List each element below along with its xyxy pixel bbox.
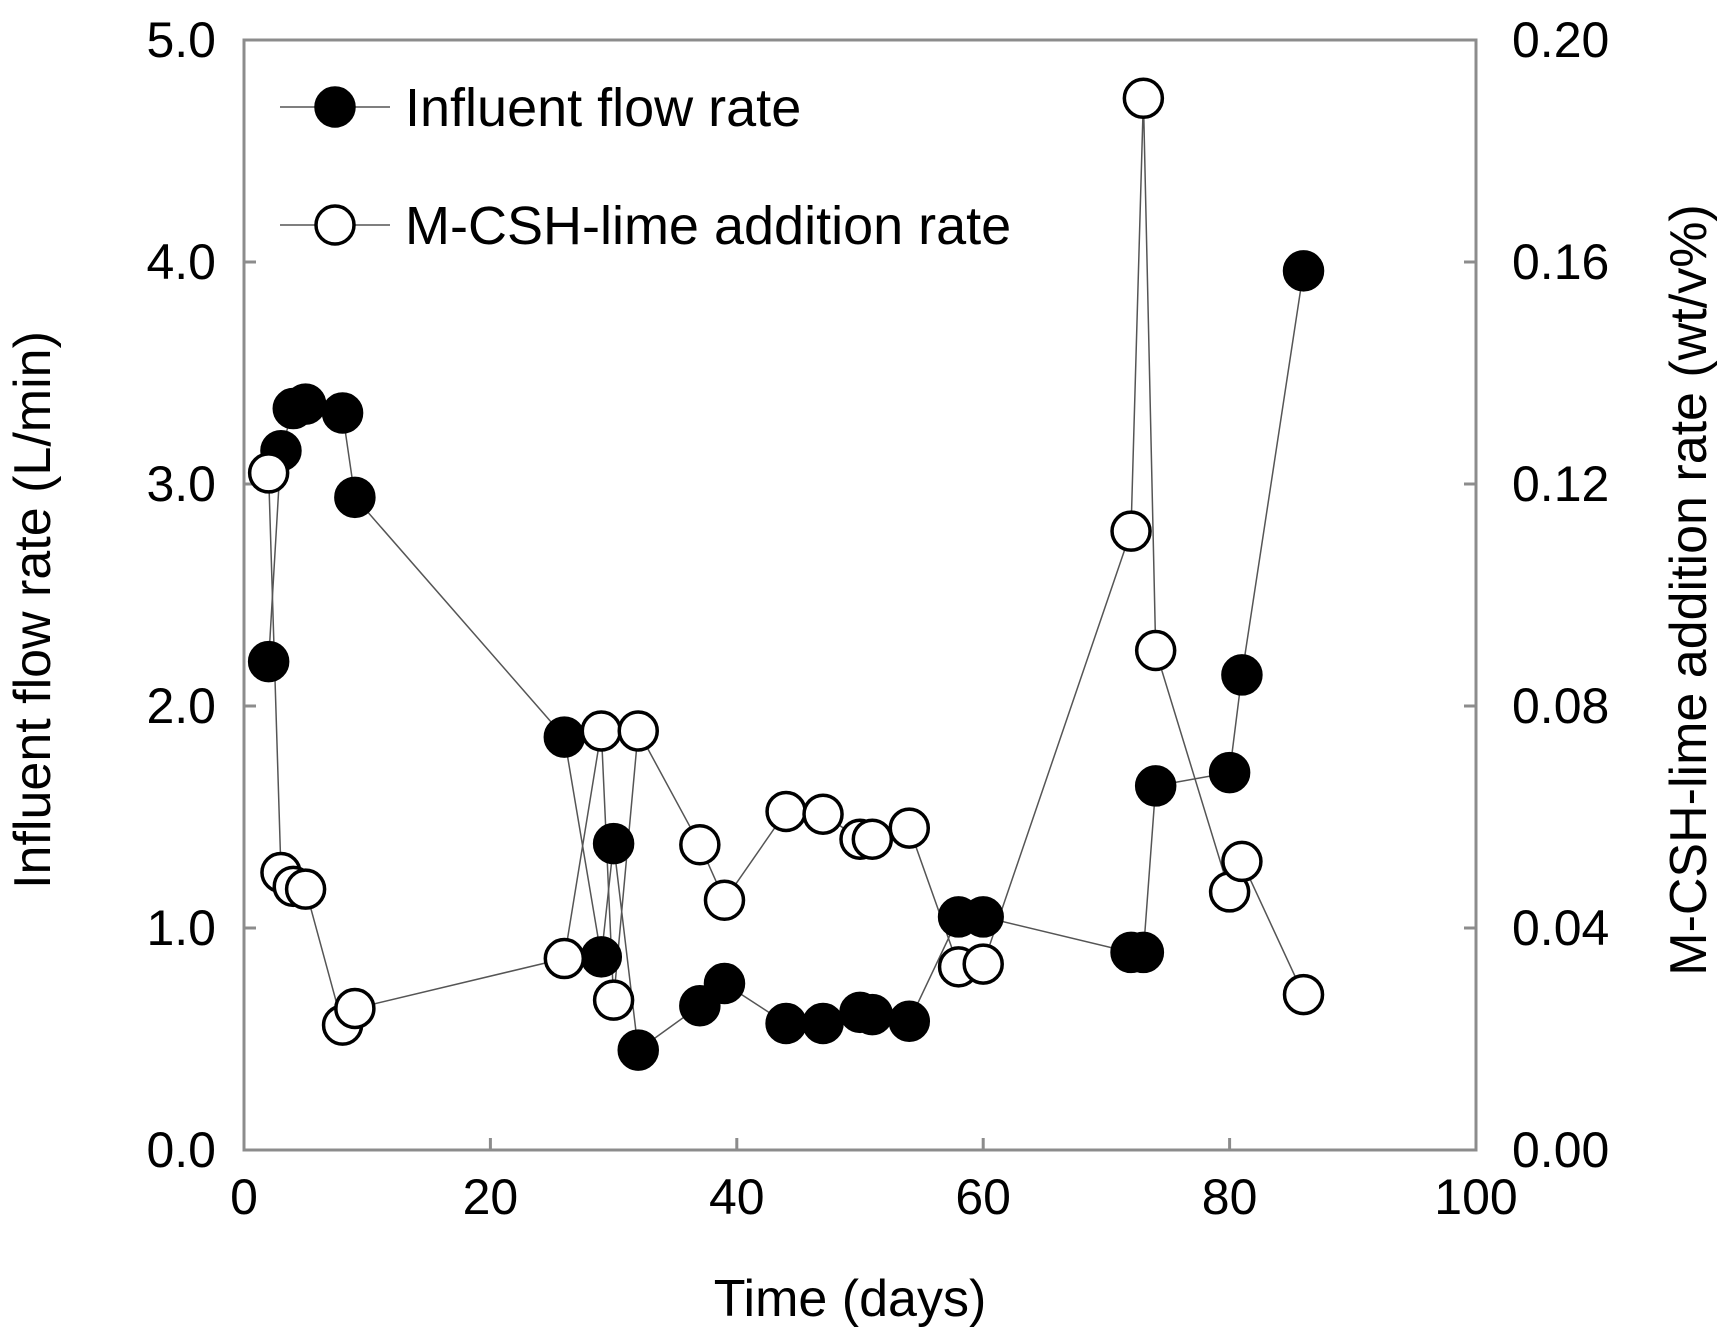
y-tick-label: 5.0	[146, 12, 216, 68]
legend-marker-1	[314, 86, 356, 128]
flow-rate-point	[802, 1002, 844, 1045]
addition-rate-point	[334, 987, 376, 1030]
addition-rate-point	[1221, 840, 1263, 883]
addition-rate-point	[543, 937, 586, 980]
data-points-group	[247, 77, 1325, 1071]
addition-rate-point	[765, 790, 807, 833]
flow-rate-point	[1221, 654, 1263, 696]
y-tick-label: 1.0	[146, 900, 216, 956]
addition-rate-point	[1110, 510, 1152, 552]
addition-rate-point	[703, 879, 746, 921]
y2-tick-label: 0.08	[1512, 678, 1609, 734]
axes-group: 0 20 40 60 80 100 0.0 1.0 2.0 3.0 4.0 5.0 0.00 0.04 0.…	[146, 12, 1609, 1225]
y2-tick-label: 0.12	[1512, 456, 1609, 512]
flow-rate-point	[284, 383, 327, 425]
flow-rate-point	[580, 936, 623, 978]
y2-tick-label: 0.20	[1512, 12, 1609, 68]
flow-rate-point	[765, 1002, 807, 1045]
addition-rate-point	[888, 807, 931, 849]
addition-rate-point	[1134, 629, 1177, 672]
flow-rate-point	[888, 1000, 931, 1042]
addition-rate-point	[851, 818, 894, 860]
y-axis-title: Influent flow rate (L/min)	[4, 331, 62, 889]
y2-tick-label: 0.00	[1512, 1122, 1609, 1178]
y2-axis-title: M-CSH-lime addition rate (wt/v%)	[1660, 204, 1718, 976]
addition-rate-point	[962, 943, 1004, 985]
flow-rate-point	[962, 896, 1004, 938]
flow-rate-point	[1122, 931, 1165, 974]
y-tick-label: 0.0	[146, 1122, 216, 1178]
addition-rate-point	[580, 710, 623, 752]
flow-rate-point	[1134, 765, 1177, 807]
flow-rate-point	[334, 476, 376, 519]
flow-rate-point	[321, 392, 364, 434]
flow-rate-point	[617, 1029, 659, 1071]
x-tick-label: 100	[1434, 1169, 1517, 1225]
addition-rate-point	[1122, 77, 1165, 120]
x-axis-title: Time (days)	[714, 1270, 987, 1328]
addition-rate-point	[1282, 973, 1325, 1016]
addition-rate-point	[802, 793, 844, 835]
flow-rate-point	[1282, 250, 1325, 292]
legend-label-2: M-CSH-lime addition rate	[405, 196, 1011, 256]
flow-rate-point	[592, 822, 635, 865]
x-tick-label: 60	[955, 1169, 1011, 1225]
legend: Influent flow rate M-CSH-lime addition ra…	[280, 78, 1011, 256]
addition-rate-point	[284, 868, 327, 910]
y-tick-label: 4.0	[146, 234, 216, 290]
flow-rate-point	[851, 993, 894, 1036]
plot-area-frame	[242, 38, 1478, 1152]
legend-marker-2	[314, 204, 356, 246]
addition-rate-point	[247, 452, 290, 494]
flow-rate-point	[543, 716, 586, 758]
flow-rate-point	[1208, 751, 1251, 794]
y-tick-label: 2.0	[146, 678, 216, 734]
addition-rate-point	[592, 979, 635, 1021]
x-tick-label: 80	[1202, 1169, 1258, 1225]
flow-rate-point	[703, 962, 746, 1005]
y2-tick-label: 0.16	[1512, 234, 1609, 290]
x-tick-label: 40	[709, 1169, 765, 1225]
addition-rate-point	[617, 710, 659, 752]
x-tick-label: 0	[230, 1169, 258, 1225]
flow-rate-point	[247, 640, 290, 683]
legend-label-1: Influent flow rate	[405, 78, 801, 138]
addition-rate-point	[679, 824, 721, 866]
y2-tick-label: 0.04	[1512, 900, 1609, 956]
x-tick-label: 20	[463, 1169, 519, 1225]
y-tick-label: 3.0	[146, 456, 216, 512]
